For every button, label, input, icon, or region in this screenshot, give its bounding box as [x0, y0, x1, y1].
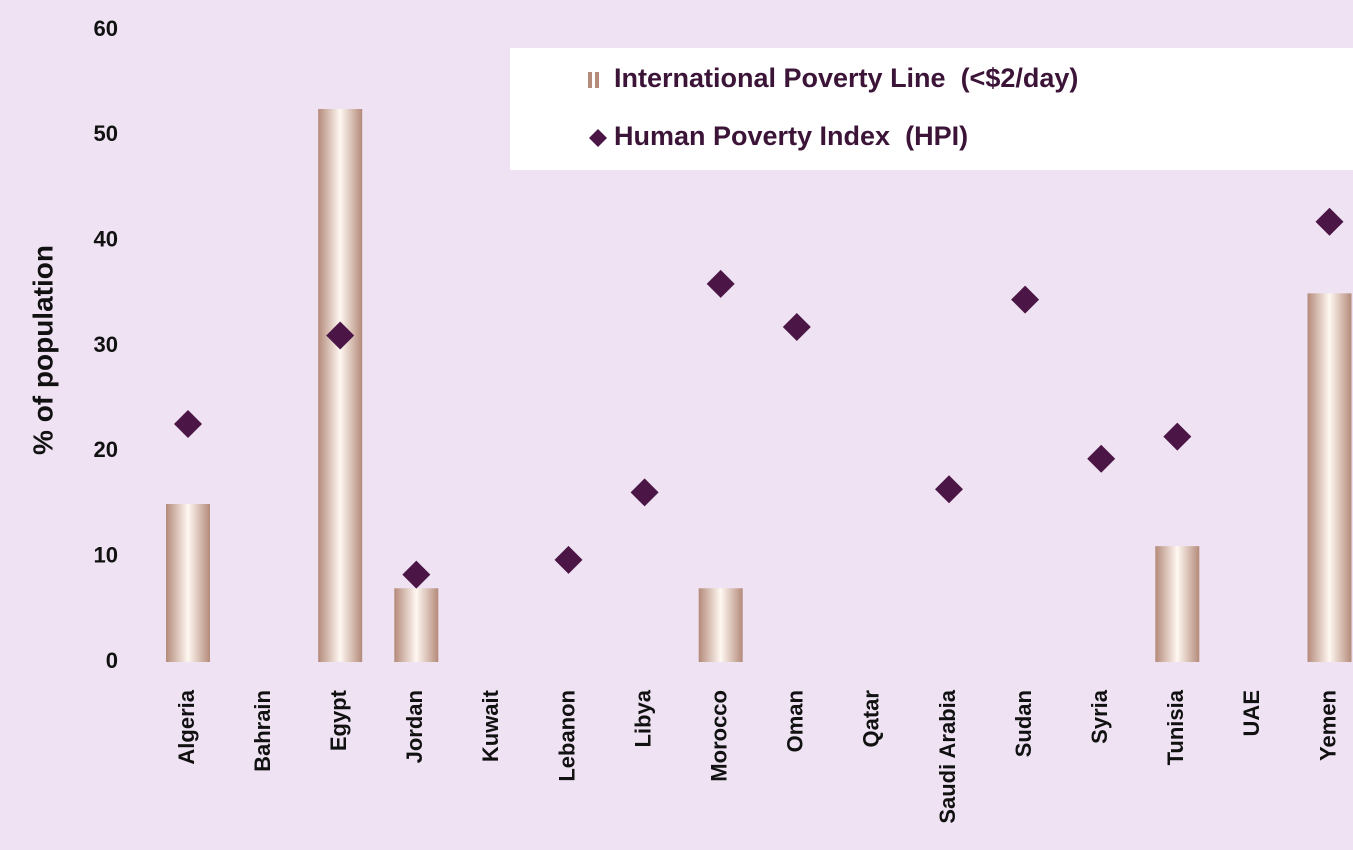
x-tick-label: Morocco — [707, 690, 732, 782]
x-tick-label: Lebanon — [554, 690, 579, 782]
hpi-marker — [402, 560, 431, 589]
hpi-marker — [1087, 444, 1116, 473]
x-tick-label: Jordan — [402, 690, 427, 763]
y-tick-label: 10 — [94, 542, 118, 567]
legend-label: International Poverty Line (<$2/day) — [614, 63, 1078, 93]
x-tick-label: Syria — [1087, 689, 1112, 744]
x-tick-label: Kuwait — [478, 689, 503, 762]
x-tick-label: Egypt — [326, 689, 351, 751]
x-tick-label: Tunisia — [1163, 689, 1188, 765]
bar — [166, 504, 210, 662]
bar — [318, 109, 363, 662]
x-tick-label: UAE — [1239, 690, 1264, 736]
y-tick-label: 20 — [94, 437, 118, 462]
y-tick-label: 30 — [94, 332, 118, 357]
x-tick-label: Saudi Arabia — [935, 689, 960, 823]
y-tick-label: 50 — [94, 121, 118, 146]
hpi-marker — [1315, 207, 1344, 236]
bar — [1155, 546, 1200, 662]
y-tick-label: 40 — [94, 226, 118, 251]
y-axis-label: % of population — [27, 245, 58, 455]
hpi-marker — [1011, 285, 1040, 314]
bar — [394, 588, 439, 662]
x-tick-label: Yemen — [1315, 690, 1340, 761]
legend-swatch — [589, 129, 607, 147]
hpi-marker — [1163, 422, 1192, 451]
x-tick-label: Algeria — [174, 689, 199, 764]
bar — [1307, 293, 1352, 662]
hpi-marker — [326, 321, 355, 350]
x-tick-label: Bahrain — [250, 690, 275, 772]
hpi-marker — [782, 313, 811, 342]
y-tick-label: 60 — [94, 16, 118, 41]
hpi-marker — [174, 409, 202, 438]
x-tick-label: Libya — [630, 689, 655, 747]
legend-box — [510, 48, 1353, 170]
x-tick-label: Sudan — [1011, 690, 1036, 757]
legend-swatch — [595, 72, 599, 88]
hpi-marker — [706, 269, 735, 298]
hpi-marker — [935, 475, 963, 504]
hpi-marker — [554, 545, 583, 574]
legend-swatch — [588, 72, 592, 88]
x-tick-label: Qatar — [859, 690, 884, 748]
hpi-marker — [630, 478, 659, 507]
legend-label: Human Poverty Index (HPI) — [614, 121, 968, 151]
bar — [698, 588, 743, 662]
x-tick-label: Oman — [783, 690, 808, 752]
y-tick-label: 0 — [106, 648, 118, 673]
